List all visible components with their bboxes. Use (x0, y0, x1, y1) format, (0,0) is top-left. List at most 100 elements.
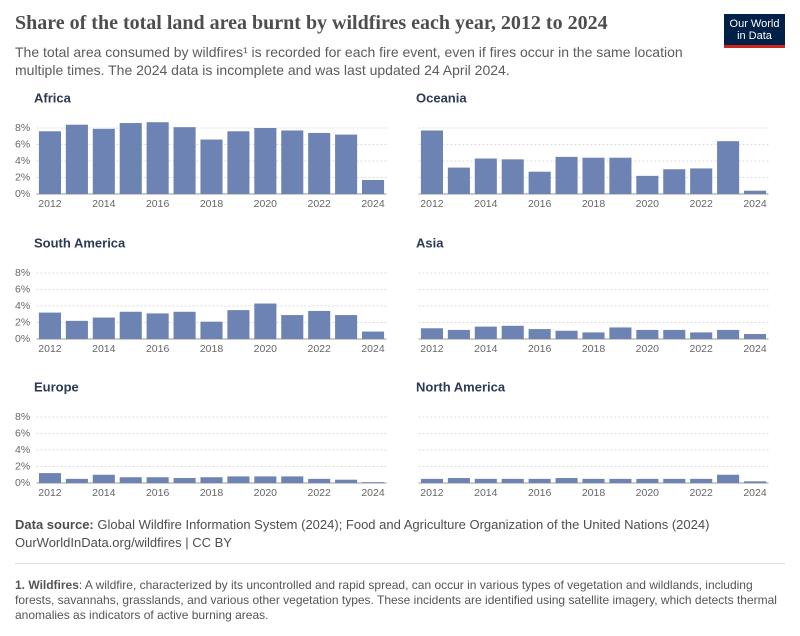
bar (200, 321, 223, 339)
source: Data source: Global Wildfire Information… (15, 516, 785, 552)
bar (146, 122, 169, 194)
footnote-term: 1. Wildfires (15, 578, 79, 592)
y-tick-label: 6% (15, 283, 30, 295)
bar (38, 473, 61, 483)
bar (173, 127, 196, 194)
bar (717, 474, 740, 483)
bar (501, 325, 524, 339)
source-text: Global Wildfire Information System (2024… (97, 517, 710, 532)
source-link[interactable]: OurWorldInData.org/wildfires | CC BY (15, 535, 232, 550)
bar (609, 478, 632, 483)
panel-title: Europe (34, 379, 79, 394)
x-tick-label: 2022 (690, 198, 714, 210)
bar (362, 179, 385, 194)
x-tick-label: 2024 (743, 198, 767, 210)
bar (420, 328, 443, 339)
y-tick-label: 8% (15, 267, 30, 279)
bar (420, 130, 443, 194)
x-tick-label: 2020 (636, 487, 660, 499)
bar (690, 478, 713, 483)
x-tick-label: 2022 (690, 487, 714, 499)
bar (528, 171, 551, 194)
y-tick-label: 8% (15, 411, 30, 423)
x-tick-label: 2016 (146, 487, 170, 499)
bar (528, 329, 551, 339)
bar (555, 478, 578, 483)
logo-line: in Data (737, 30, 772, 42)
x-tick-label: 2014 (474, 487, 498, 499)
bar (254, 476, 277, 483)
bar (200, 139, 223, 194)
bar (636, 478, 659, 483)
y-tick-label: 2% (15, 316, 30, 328)
x-tick-label: 2022 (690, 343, 714, 355)
bar (447, 167, 470, 194)
bar (92, 317, 115, 339)
y-tick-label: 0% (15, 333, 30, 345)
bar (38, 312, 61, 339)
x-tick-label: 2022 (308, 343, 332, 355)
y-tick-label: 2% (15, 460, 30, 472)
y-tick-label: 6% (15, 427, 30, 439)
x-tick-label: 2018 (200, 198, 224, 210)
bar (146, 477, 169, 483)
x-tick-label: 2016 (146, 198, 170, 210)
x-tick-label: 2014 (474, 198, 498, 210)
bar (254, 128, 277, 194)
bar (92, 128, 115, 194)
bar (335, 134, 358, 194)
bar (636, 329, 659, 339)
x-tick-label: 2018 (582, 198, 606, 210)
bar (65, 478, 88, 483)
bar (447, 478, 470, 483)
y-tick-label: 4% (15, 155, 30, 167)
bar (474, 158, 497, 194)
bar (65, 124, 88, 194)
bar (474, 478, 497, 483)
x-tick-label: 2020 (254, 343, 278, 355)
x-tick-label: 2016 (528, 487, 552, 499)
bar (65, 320, 88, 339)
x-tick-label: 2014 (474, 343, 498, 355)
x-tick-label: 2020 (254, 487, 278, 499)
y-tick-label: 8% (15, 122, 30, 134)
x-tick-label: 2012 (420, 343, 444, 355)
bar (119, 477, 142, 483)
x-tick-label: 2014 (92, 487, 116, 499)
y-tick-label: 0% (15, 188, 30, 200)
x-tick-label: 2016 (528, 198, 552, 210)
bar (582, 157, 605, 194)
y-tick-label: 4% (15, 444, 30, 456)
x-tick-label: 2024 (361, 343, 385, 355)
bar (501, 159, 524, 194)
subtitle: The total area consumed by wildfires¹ is… (15, 44, 683, 78)
bar (254, 303, 277, 339)
x-tick-label: 2018 (200, 487, 224, 499)
bar (582, 478, 605, 483)
x-tick-label: 2020 (254, 198, 278, 210)
bar (119, 123, 142, 194)
panel-title: Asia (416, 235, 444, 250)
bar (501, 478, 524, 483)
bar (690, 332, 713, 339)
bar (308, 310, 331, 339)
x-tick-label: 2018 (200, 343, 224, 355)
bar (173, 311, 196, 339)
bar (663, 478, 686, 483)
bar (582, 332, 605, 339)
bar (555, 330, 578, 339)
source-label: Data source: (15, 517, 94, 532)
x-tick-label: 2012 (420, 487, 444, 499)
title: Share of the total land area burnt by wi… (15, 12, 608, 34)
y-tick-label: 6% (15, 138, 30, 150)
x-tick-label: 2012 (38, 198, 62, 210)
bar (146, 313, 169, 339)
logo[interactable]: Our World in Data (724, 14, 785, 48)
bar (744, 334, 767, 339)
y-tick-label: 2% (15, 171, 30, 183)
x-tick-label: 2014 (92, 198, 116, 210)
bar (744, 481, 767, 483)
bar (555, 156, 578, 194)
bar (744, 190, 767, 194)
